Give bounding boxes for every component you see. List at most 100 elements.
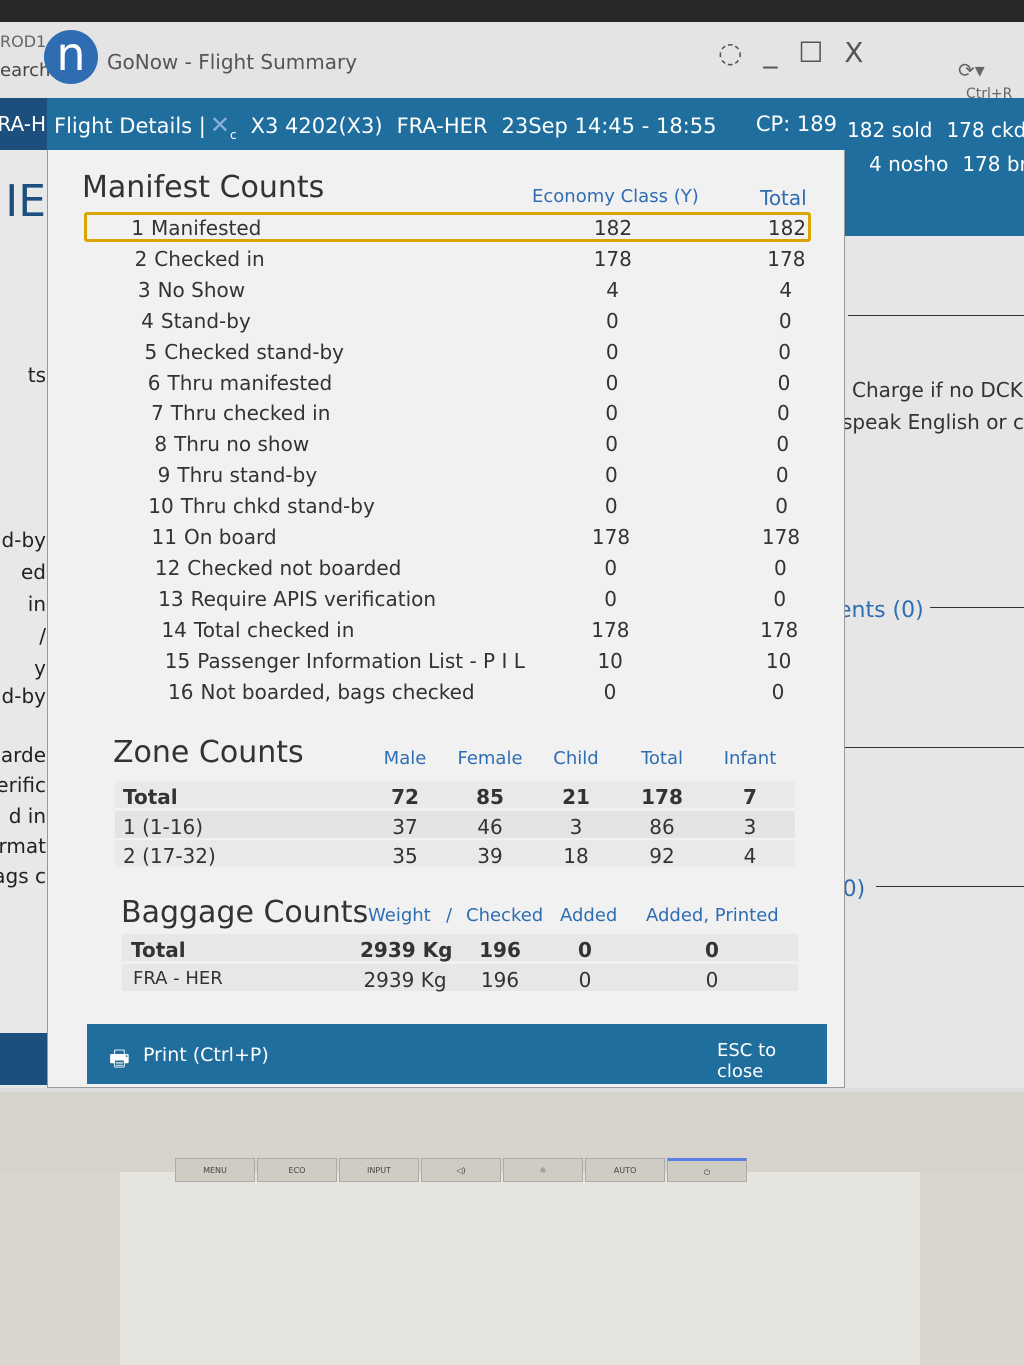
zone-row-label: Total (123, 785, 178, 809)
zone-col-male: Male (383, 748, 427, 769)
app-logo: n (44, 30, 98, 84)
monitor-button[interactable]: ECO (257, 1158, 337, 1182)
manifest-row-label[interactable]: No Show (157, 277, 246, 302)
dialog-footer: 🖶 Print (Ctrl+P) ESC to close (87, 1024, 827, 1084)
divider (930, 607, 1024, 608)
manifest-total-value: 0 (778, 339, 791, 364)
left-panel: RA-H IE ts d-by ed in / y and-by boarde S verifi… (0, 98, 48, 1088)
left-item: d in (8, 804, 46, 828)
zone-row (115, 781, 795, 808)
manifest-row-label[interactable]: Checked not boarded (187, 555, 402, 580)
manifest-row-label[interactable]: Thru manifested (167, 370, 333, 395)
manifest-total-value: 0 (777, 370, 791, 395)
zone-value: 18 (563, 844, 589, 868)
monitor-button[interactable]: INPUT (339, 1158, 419, 1182)
manifest-economy-value: 0 (604, 555, 618, 580)
manifest-total-value: 0 (773, 586, 787, 611)
prod-label: ROD1 (0, 32, 47, 51)
nosho-count: 4 nosho (869, 152, 949, 176)
manifest-economy-value: 0 (605, 339, 619, 364)
zone-value: 4 (743, 844, 757, 868)
flight-details-dialog (47, 98, 845, 1088)
manifest-row-label[interactable]: Thru stand-by (177, 463, 318, 488)
monitor-button[interactable]: ⏻ (667, 1158, 747, 1182)
manifest-row-label[interactable]: Manifested (151, 216, 262, 240)
manifest-row-label[interactable]: On board (184, 525, 277, 549)
zone-value: 35 (392, 844, 418, 868)
left-big: IE (5, 176, 46, 227)
manifest-total-value: 178 (767, 246, 806, 271)
manifest-total-value: 0 (775, 494, 788, 519)
zone-row-label: 1 (1-16) (123, 814, 204, 839)
manifest-total-value: 0 (774, 555, 787, 580)
monitor-button[interactable]: ◁) (421, 1158, 501, 1182)
note-line-1: Charge if no DCKI S (852, 378, 1024, 402)
baggage-row-label: Total (131, 938, 186, 962)
manifest-economy-value: 0 (605, 432, 618, 457)
manifest-row-label[interactable]: Thru checked in (170, 401, 331, 426)
note-line-2: speak English or cre (842, 410, 1024, 434)
zone-value: 21 (562, 785, 590, 809)
manifest-economy-value: 178 (593, 246, 632, 271)
airline-icon: ✕c (209, 111, 237, 142)
brd-count: 178 brd (962, 152, 1024, 176)
manifest-economy-value: 178 (591, 525, 631, 549)
manifest-economy-value: 4 (606, 277, 619, 302)
comments-link[interactable]: ents (0) (838, 598, 924, 623)
manifest-row-label[interactable]: Total checked in (193, 617, 355, 642)
manifest-total-value: 182 (767, 216, 807, 240)
manifest-row-label[interactable]: Checked stand-by (164, 339, 344, 364)
zone-col-child: Child (553, 748, 599, 769)
route: FRA-HER (396, 114, 488, 138)
manifest-row-number: 2 (134, 246, 148, 271)
monitor-stand (120, 1172, 920, 1365)
manifest-total-value: 10 (765, 648, 792, 673)
zone-col-female: Female (457, 748, 523, 769)
zone-value: 86 (649, 814, 675, 839)
app-title: GoNow - Flight Summary (107, 50, 358, 74)
search-label[interactable]: earch (0, 60, 51, 81)
manifest-total-value: 178 (761, 525, 801, 549)
manifest-row-number: 10 (148, 494, 174, 519)
manifest-total-value: 0 (776, 432, 790, 457)
manifest-row-label[interactable]: Passenger Information List - P I L (197, 648, 525, 673)
cp-count: CP: 189 (755, 112, 837, 136)
manifest-row-label[interactable]: Thru no show (174, 432, 310, 457)
monitor-button[interactable]: ☼ (503, 1158, 583, 1182)
manifest-row-label[interactable]: Thru chkd stand-by (180, 494, 375, 519)
close-button[interactable]: ESC to close (717, 1040, 777, 1082)
manifest-economy-value: 0 (606, 308, 619, 333)
zone-row (115, 810, 795, 838)
printer-icon[interactable]: 🖶 (109, 1047, 130, 1072)
manifest-row-number: 16 (168, 679, 194, 704)
monitor-button[interactable]: AUTO (585, 1158, 665, 1182)
left-item: / (39, 624, 46, 648)
right-panel (845, 98, 1024, 1088)
baggage-value: 0 (705, 968, 719, 992)
ckd-count: 178 ckd (946, 118, 1024, 142)
refresh-icon[interactable]: ⟳▾ (958, 58, 985, 82)
manifest-row-label[interactable]: Stand-by (160, 308, 251, 333)
monitor-button[interactable]: MENU (175, 1158, 255, 1182)
baggage-value: 196 (479, 938, 521, 962)
zone-value: 178 (641, 785, 683, 809)
manifest-row-number: 14 (161, 617, 187, 642)
manifest-total-value: 0 (778, 308, 792, 333)
baggage-value: 2939 Kg (360, 938, 453, 962)
print-button[interactable]: Print (Ctrl+P) (143, 1044, 269, 1066)
manifest-row-number: 13 (158, 586, 184, 611)
baggage-col: Checked (466, 905, 544, 926)
left-head: RA-H (0, 112, 46, 136)
dialog-header: Flight Details | ✕c X3 4202(X3) FRA-HER … (47, 98, 845, 150)
baggage-value: 0 (578, 968, 592, 992)
manifest-row-label[interactable]: Checked in (154, 246, 265, 271)
zone-value: 46 (477, 814, 503, 839)
manifest-row-label[interactable]: Require APIS verification (190, 586, 437, 611)
manifest-row-label[interactable]: Not boarded, bags checked (200, 679, 475, 704)
manifest-economy-value: 10 (597, 648, 623, 673)
manifest-row-number: 12 (154, 555, 181, 580)
zone-value: 92 (649, 844, 675, 868)
zone-col-total: Total (640, 748, 684, 769)
manifest-economy-value: 178 (591, 617, 630, 642)
window-controls[interactable]: ◌ _ ☐ X (718, 36, 870, 69)
